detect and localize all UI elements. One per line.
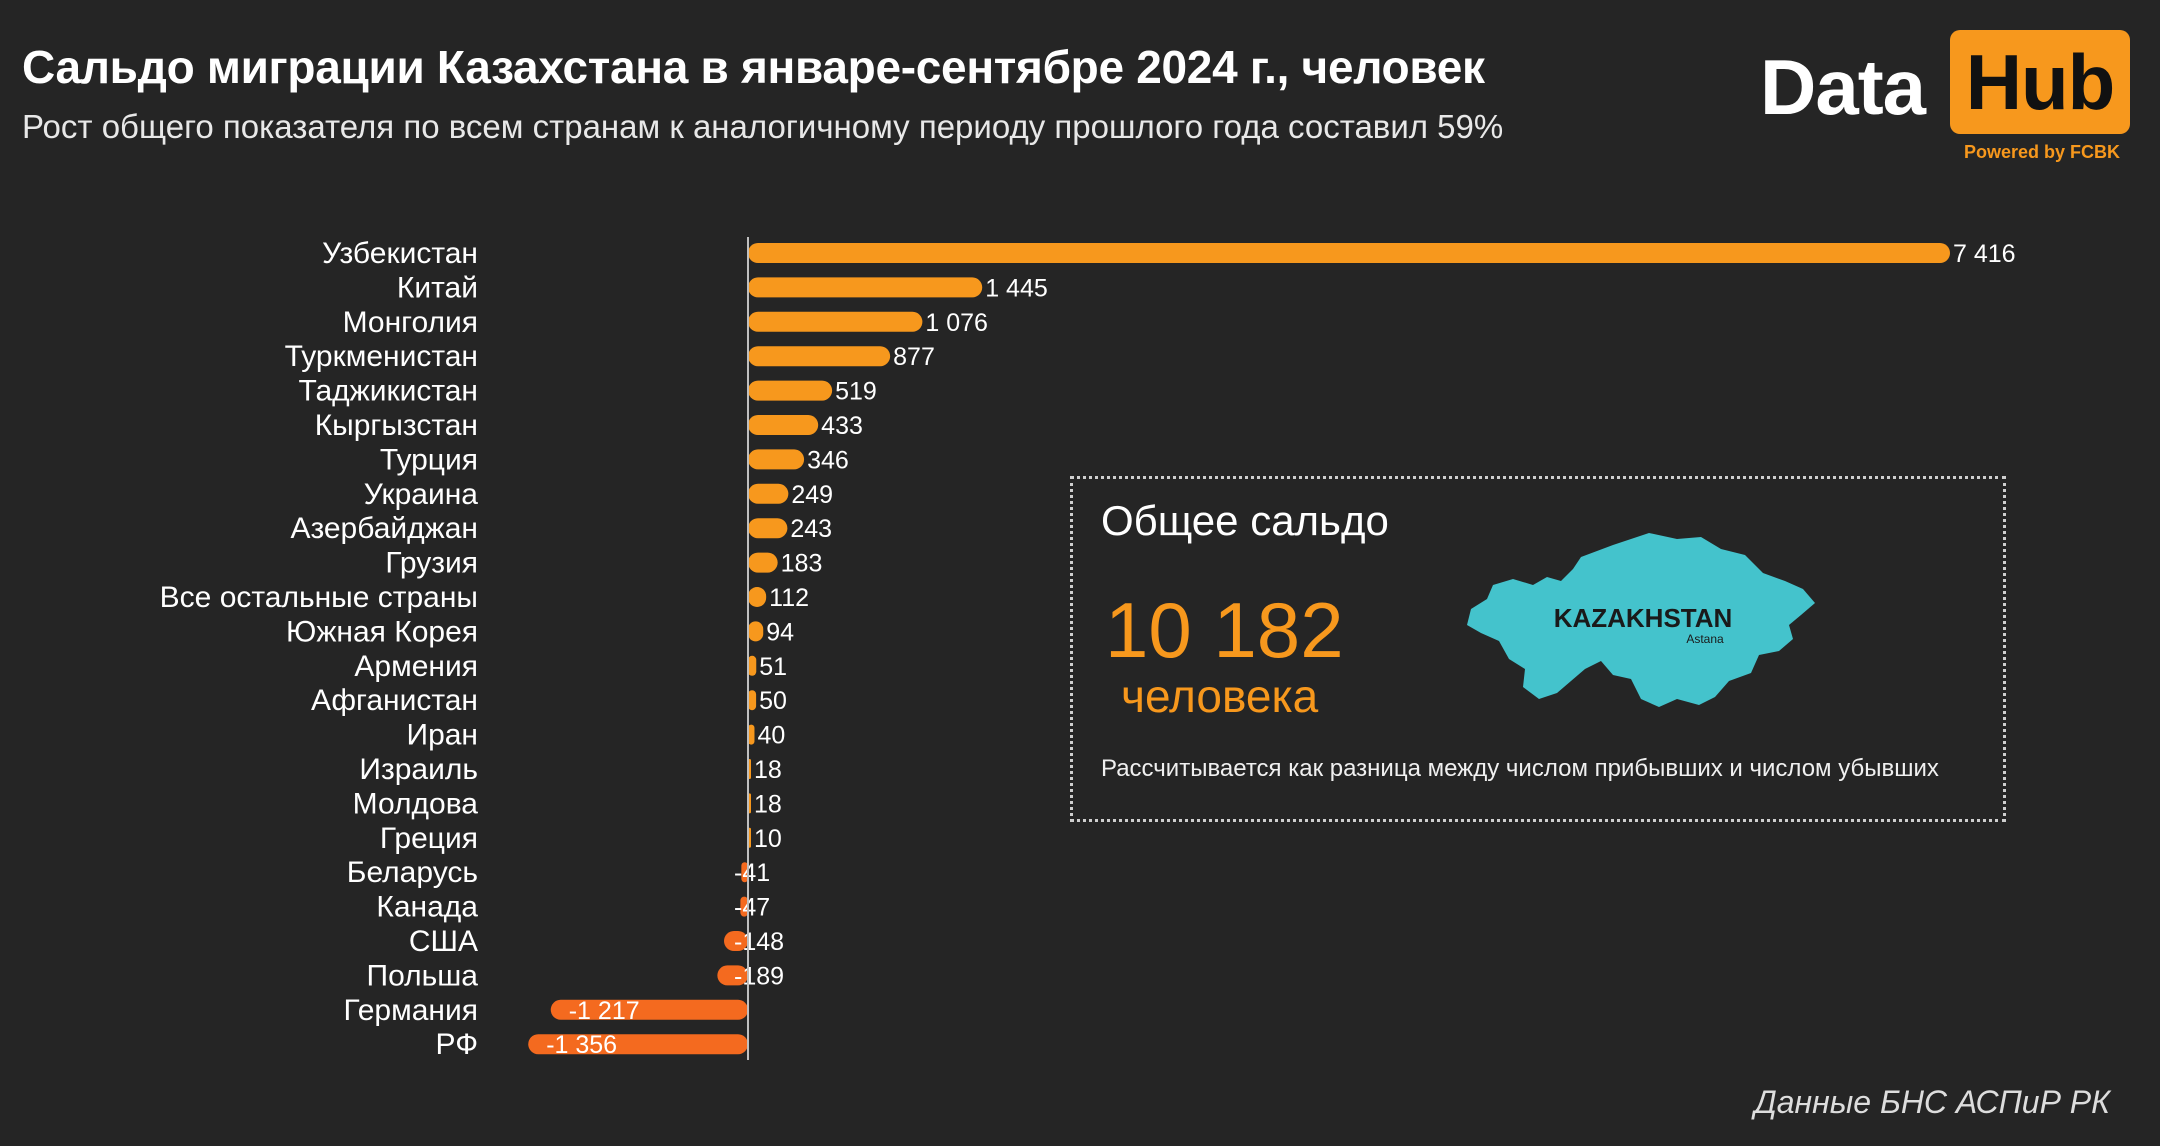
category-label: Израиль <box>359 753 478 786</box>
category-label: Туркменистан <box>285 340 478 373</box>
category-label: Таджикистан <box>298 375 478 408</box>
logo-powered-text: Powered by FCBK <box>1963 142 2121 162</box>
datahub-logo: Data Hub Powered by FCBK <box>1760 30 2130 170</box>
bar-11 <box>748 621 764 642</box>
bar-0 <box>748 243 1950 263</box>
value-label: 50 <box>759 687 787 715</box>
value-label: 519 <box>835 378 877 406</box>
bar-18 <box>741 862 748 883</box>
map-sublabel: Astana <box>1686 632 1724 646</box>
total-balance-unit: человека <box>1121 670 1319 722</box>
category-label: Греция <box>380 822 478 855</box>
bar-23 <box>528 1034 748 1055</box>
total-balance-note: Рассчитывается как разница между числом … <box>1101 755 1939 782</box>
value-label: 1 445 <box>985 274 1048 302</box>
value-label: -1 217 <box>569 997 640 1025</box>
category-label: Украина <box>364 478 479 511</box>
value-label: 51 <box>759 653 787 681</box>
value-label: 183 <box>781 550 823 578</box>
value-label: -47 <box>734 894 770 922</box>
bar-1 <box>748 277 983 298</box>
value-label: 433 <box>821 412 863 440</box>
value-label: -1 356 <box>546 1031 617 1059</box>
data-source: Данные БНС АСПиР РК <box>1754 1084 2110 1120</box>
category-label: Китай <box>397 271 478 304</box>
category-label: Азербайджан <box>290 512 478 545</box>
category-label: Кыргызстан <box>315 409 478 442</box>
map-label: KAZAKHSTAN <box>1554 603 1733 633</box>
total-balance-title: Общее сальдо <box>1101 497 1389 544</box>
category-label: Германия <box>344 994 479 1027</box>
value-label: -148 <box>734 928 784 956</box>
value-label: 112 <box>769 584 809 612</box>
category-label: Южная Корея <box>286 615 478 648</box>
bar-7 <box>748 483 789 504</box>
chart-title: Сальдо миграции Казахстана в январе-сент… <box>22 41 1485 93</box>
value-label: 249 <box>791 481 833 509</box>
category-label: США <box>409 925 478 958</box>
bar-3 <box>748 346 891 367</box>
value-label: 243 <box>790 515 832 543</box>
value-label: -41 <box>734 859 770 887</box>
value-label: 346 <box>807 446 849 474</box>
value-label: 7 416 <box>1953 240 2016 268</box>
kazakhstan-map-icon: KAZAKHSTAN Astana <box>1467 533 1815 707</box>
bar-9 <box>748 552 778 573</box>
value-label: 40 <box>757 722 785 750</box>
value-label: 10 <box>754 825 782 853</box>
total-balance-box: Общее сальдо 10 182 человека KAZAKHSTAN … <box>1070 476 2006 822</box>
category-label: Беларусь <box>347 856 478 889</box>
chart-subtitle: Рост общего показателя по всем странам к… <box>22 108 1504 145</box>
category-label: Монголия <box>343 306 478 339</box>
bar-13 <box>748 690 757 711</box>
category-label: Польша <box>367 959 479 992</box>
bar-21 <box>717 965 748 986</box>
bar-10 <box>748 587 767 607</box>
logo-hub-text: Hub <box>1950 30 2130 134</box>
bar-20 <box>724 931 748 951</box>
value-label: 1 076 <box>925 309 988 337</box>
category-label: Все остальные страны <box>160 581 478 614</box>
category-label: Узбекистан <box>322 237 478 270</box>
category-label: Армения <box>354 650 478 683</box>
bar-22 <box>550 999 748 1020</box>
value-label: 94 <box>766 618 794 646</box>
logo-data-text: Data <box>1760 43 1926 131</box>
category-label: Канада <box>376 891 478 924</box>
category-label: Иран <box>407 719 479 752</box>
value-label: 18 <box>754 790 782 818</box>
total-balance-value: 10 182 <box>1105 586 1344 674</box>
bar-8 <box>748 518 788 539</box>
value-label: 877 <box>893 343 935 371</box>
category-label: Афганистан <box>311 684 478 717</box>
category-label: Грузия <box>385 547 478 580</box>
category-label: Турция <box>380 443 478 476</box>
migration-bar-chart: Узбекистан 7 416 Китай 1 445 Монголия 1 076 Ту… <box>160 237 2016 1060</box>
value-label: 18 <box>754 756 782 784</box>
bar-4 <box>748 380 833 401</box>
bar-12 <box>748 655 757 676</box>
category-label: РФ <box>436 1028 478 1060</box>
bar-6 <box>748 449 805 470</box>
bar-14 <box>748 724 755 745</box>
bar-2 <box>748 311 923 332</box>
value-label: -189 <box>734 962 784 990</box>
category-label: Молдова <box>353 787 479 820</box>
bar-5 <box>748 415 819 435</box>
bar-19 <box>740 896 748 917</box>
